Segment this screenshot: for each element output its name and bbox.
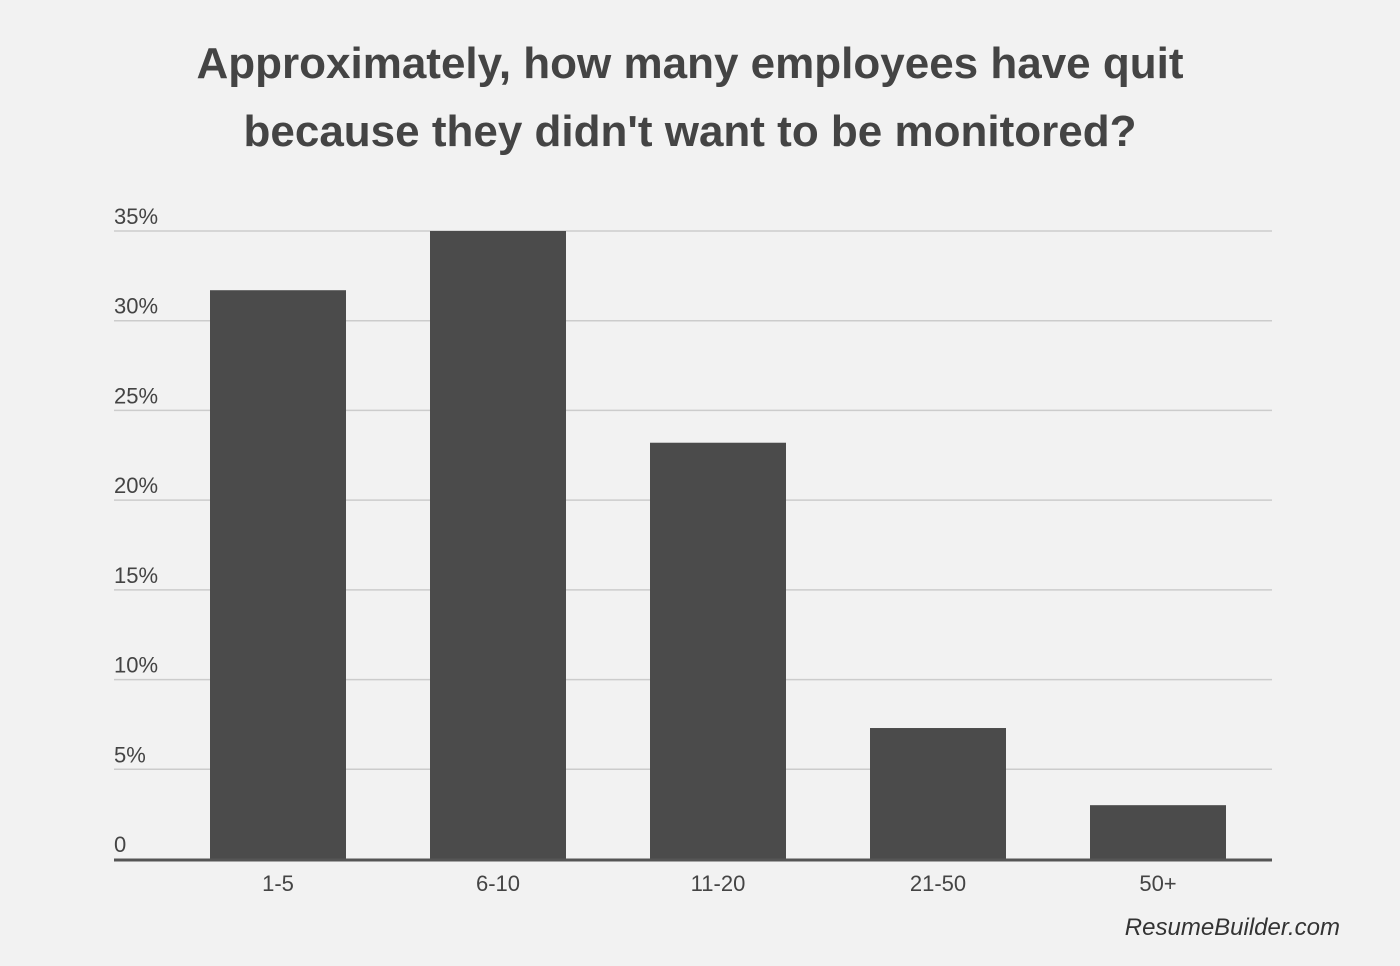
bar-6-10 [430,231,566,859]
bars [210,231,1226,859]
y-tick-label: 25% [114,383,158,408]
y-tick-label: 35% [114,204,158,229]
bar-21-50 [870,728,1006,859]
x-tick-label: 50+ [1139,871,1176,896]
chart-title-line-1: Approximately, how many employees have q… [196,39,1184,88]
x-tick-label: 6-10 [476,871,520,896]
y-tick-label: 30% [114,294,158,319]
y-tick-label: 5% [114,742,146,767]
x-tick-label: 1-5 [262,871,294,896]
x-tick-label: 11-20 [691,871,746,896]
x-tick-label: 21-50 [910,871,966,896]
y-tick-label: 10% [114,653,158,678]
y-tick-label: 20% [114,473,158,498]
y-tick-label: 0 [114,832,126,857]
bar-50+ [1090,805,1226,859]
chart-title: Approximately, how many employees have q… [0,30,1380,166]
y-tick-label: 15% [114,563,158,588]
tick-labels: 0 5% 10% 15% 20% 25% 30% 35% 1-5 6-10 11-20 21-50 50… [114,204,1177,896]
bar-1-5 [210,290,346,859]
source-credit: ResumeBuilder.com [1124,914,1340,941]
bar-11-20 [650,442,786,859]
chart-title-line-2: because they didn't want to be monitored… [243,107,1137,156]
